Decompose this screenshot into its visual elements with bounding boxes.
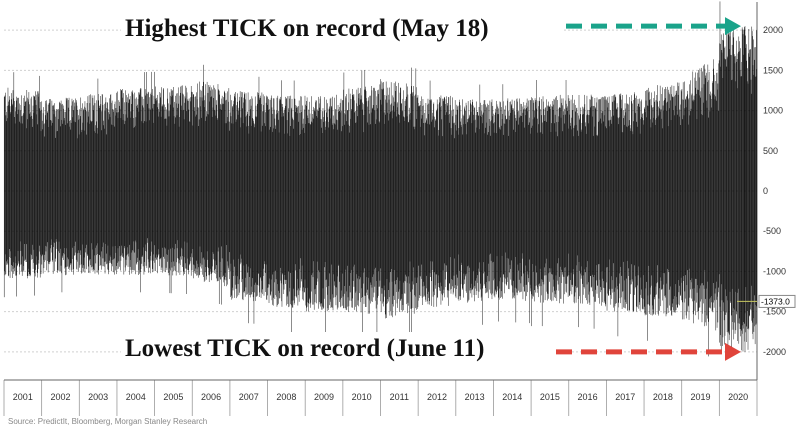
- x-tick-label: 2002: [50, 392, 70, 402]
- x-tick-label: 2018: [653, 392, 673, 402]
- x-tick-label: 2001: [13, 392, 33, 402]
- annotation-arrow-head: [725, 342, 741, 361]
- x-tick-label: 2007: [239, 392, 259, 402]
- source-note: Source: PredictIt, Bloomberg, Morgan Sta…: [8, 417, 208, 426]
- series-line: [3, 1, 758, 357]
- last-value-label: -1373.0: [761, 296, 790, 306]
- annotation-background: [121, 332, 554, 363]
- x-tick-label: 2011: [390, 392, 409, 402]
- last-value-badge: -1373.0: [758, 294, 796, 308]
- annotation-arrow-head: [725, 17, 741, 36]
- x-tick-label: 2017: [615, 392, 635, 402]
- x-tick-label: 2020: [728, 392, 748, 402]
- x-tick-label: 2008: [276, 392, 296, 402]
- x-tick-label: 2016: [578, 392, 598, 402]
- x-tick-label: 2012: [427, 392, 447, 402]
- x-tick-label: 2004: [126, 392, 146, 402]
- y-tick-label: 500: [763, 146, 778, 156]
- annotation-text: Lowest TICK on record (June 11): [125, 335, 485, 362]
- y-tick-label: 1500: [763, 65, 783, 75]
- x-tick-label: 2005: [163, 392, 183, 402]
- x-tick-label: 2006: [201, 392, 221, 402]
- x-tick-label: 2009: [314, 392, 334, 402]
- annotation-text: Highest TICK on record (May 18): [125, 15, 489, 42]
- y-tick-label: -1000: [763, 266, 786, 276]
- y-tick-label: -500: [763, 226, 781, 236]
- x-tick-label: 2013: [465, 392, 485, 402]
- y-tick-label: 1000: [763, 106, 783, 116]
- y-tick-label: -2000: [763, 347, 786, 357]
- annotation-background: [121, 12, 564, 43]
- y-tick-label: 0: [763, 186, 768, 196]
- y-tick-label: -1500: [763, 307, 786, 317]
- x-tick-label: 2015: [540, 392, 560, 402]
- y-tick-label: 2000: [763, 25, 783, 35]
- x-tick-label: 2014: [502, 392, 522, 402]
- x-tick-label: 2019: [691, 392, 711, 402]
- x-tick-label: 2003: [88, 392, 108, 402]
- x-tick-label: 2010: [352, 392, 372, 402]
